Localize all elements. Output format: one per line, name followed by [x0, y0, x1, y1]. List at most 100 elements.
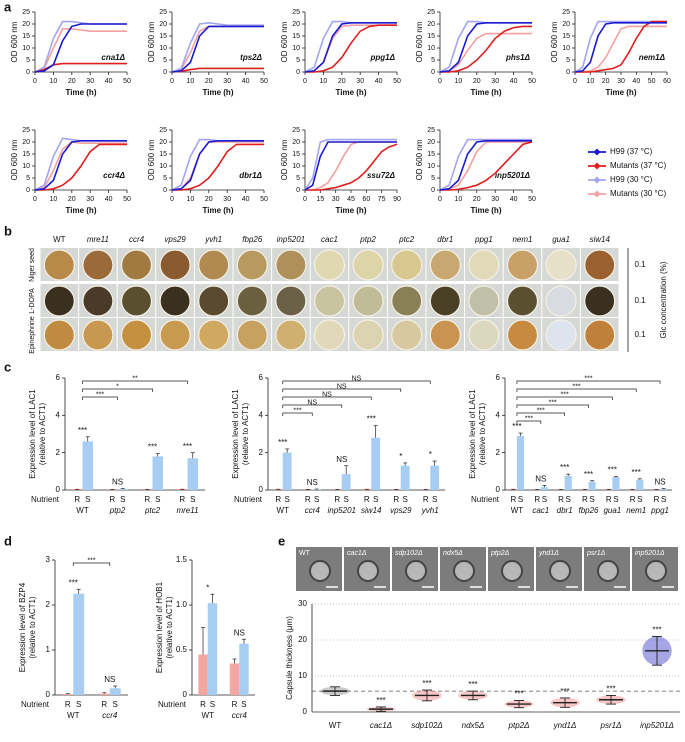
nutrient-name: S — [113, 700, 118, 709]
bracket-label: NS — [352, 375, 362, 382]
growth-line — [304, 138, 397, 191]
y-tick-label: 15 — [159, 33, 167, 40]
nutrient-label: Nutrient — [31, 495, 60, 504]
bar — [564, 476, 572, 490]
bracket — [82, 396, 118, 400]
x-tick-label: 0 — [303, 196, 307, 203]
significance: *** — [148, 443, 157, 452]
y-tick-label: 15 — [22, 33, 30, 40]
significance: * — [429, 450, 432, 459]
strain-label: yvh1 — [204, 235, 222, 244]
strain-label: dbr1 — [437, 235, 453, 244]
bar — [509, 489, 517, 490]
growth-line — [440, 25, 532, 73]
y-tick-label: 15 — [22, 151, 30, 158]
colony — [275, 249, 307, 281]
category-label: cac1 — [532, 506, 549, 515]
category-label: WT — [67, 711, 80, 720]
nutrient-label: Nutrient — [471, 495, 500, 504]
bracket-label: *** — [96, 391, 104, 398]
bracket — [282, 404, 343, 408]
x-tick-label: 40 — [375, 78, 383, 85]
category-label: gua1 — [603, 506, 621, 515]
colony — [159, 249, 191, 281]
x-tick-label: 0 — [33, 196, 37, 203]
nutrient-name: S — [373, 495, 378, 504]
x-tick-label: WT — [329, 721, 342, 730]
growth-line — [575, 25, 667, 73]
y-axis-label: OD 600 nm — [550, 21, 559, 62]
category-label: nem1 — [626, 506, 646, 515]
mutant-label: tps2Δ — [240, 53, 262, 62]
colony — [468, 319, 500, 351]
significance: *** — [367, 415, 376, 424]
y-axis-label: OD 600 nm — [10, 21, 19, 62]
cell — [645, 560, 667, 582]
colony — [352, 319, 384, 351]
x-tick-label: 50 — [393, 78, 401, 85]
nutrient-name: R — [558, 495, 564, 504]
x-tick-label: 10 — [455, 196, 463, 203]
nutrient-name: S — [76, 700, 81, 709]
nutrient-name: S — [241, 700, 246, 709]
growth-line — [171, 140, 264, 191]
growth-line — [34, 137, 127, 191]
x-tick-label: 30 — [617, 78, 625, 85]
x-tick-label: 30 — [332, 196, 340, 203]
strain-label: mre11 — [87, 235, 109, 244]
nutrient-name: S — [661, 495, 666, 504]
y-tick-label: 5 — [431, 57, 435, 64]
bracket — [516, 420, 542, 424]
x-tick-label: 20 — [473, 196, 481, 203]
y-tick-label: 15 — [427, 151, 435, 158]
colony — [313, 319, 346, 351]
mutant-label: nem1Δ — [639, 53, 666, 62]
x-tick-label: 10 — [50, 196, 58, 203]
colony — [313, 249, 346, 281]
x-tick-label: 10 — [187, 78, 195, 85]
micrograph-label: ptp2Δ — [490, 550, 510, 557]
colony — [545, 249, 577, 281]
bracket — [516, 388, 637, 392]
x-tick-label: 50 — [528, 78, 536, 85]
colony — [506, 249, 539, 281]
x-tick-label: 40 — [242, 196, 250, 203]
panel-label: d — [4, 533, 12, 548]
nutrient-name: R — [510, 495, 516, 504]
x-tick-label: 50 — [123, 78, 131, 85]
significance: *** — [632, 468, 641, 477]
y-tick-label: 25 — [292, 127, 300, 134]
nutrient-label: Nutrient — [158, 700, 187, 709]
y-axis-label: OD 600 nm — [10, 139, 19, 180]
colony — [391, 249, 423, 281]
strain-label: ppg1 — [474, 235, 493, 244]
nutrient-name: S — [155, 495, 160, 504]
y-axis-label: (relative to ACT1) — [165, 596, 174, 659]
x-axis-label: Time (h) — [203, 206, 234, 215]
panel-label: a — [4, 0, 12, 14]
significance: *** — [376, 696, 385, 705]
growth-line — [439, 140, 532, 191]
x-tick-label: psr1Δ — [600, 721, 622, 730]
nutrient-name: R — [582, 495, 588, 504]
colony — [429, 285, 461, 317]
nutrient-name: R — [101, 700, 107, 709]
bracket — [282, 388, 402, 392]
y-tick-label: 10 — [159, 163, 167, 170]
significance: *** — [584, 470, 593, 479]
y-tick-label: 30 — [298, 599, 307, 608]
y-axis-label: Capsule thickness (μm) — [285, 616, 294, 700]
strain-label: WT — [53, 235, 66, 244]
category-label: WT — [277, 506, 290, 515]
bracket-label: *** — [549, 399, 557, 406]
x-tick-label: ptp2Δ — [508, 721, 530, 730]
strain-label: fbp26 — [242, 235, 263, 244]
legend-label: Mutants (30 °C) — [610, 189, 666, 198]
y-tick-label: 15 — [562, 33, 570, 40]
growth-line — [304, 24, 397, 73]
growth-line — [172, 143, 264, 191]
y-tick-label: 0 — [163, 187, 167, 194]
nutrient-name: S — [432, 495, 437, 504]
x-tick-label: 40 — [510, 196, 518, 203]
y-tick-label: 0 — [431, 187, 435, 194]
